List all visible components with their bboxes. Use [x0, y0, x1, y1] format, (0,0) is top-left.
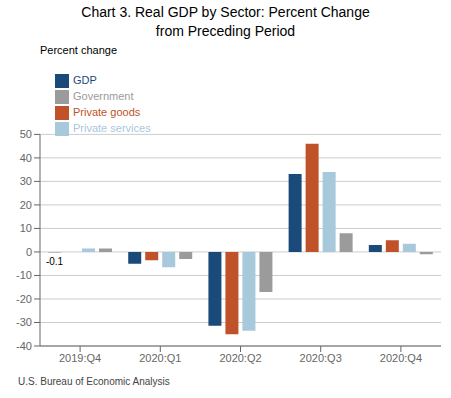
svg-text:20: 20	[20, 199, 32, 211]
svg-text:0: 0	[26, 246, 32, 258]
html-text:Government: Government	[73, 90, 134, 103]
svg-text:50: 50	[20, 128, 32, 140]
svg-text:2020:Q2: 2020:Q2	[219, 352, 261, 364]
html-text:from Preceding Period: from Preceding Period	[155, 23, 296, 39]
html-text:Private services: Private services	[73, 122, 151, 135]
svg-text:-30: -30	[16, 316, 32, 328]
svg-text:40: 40	[20, 152, 32, 164]
svg-text:2020:Q3: 2020:Q3	[300, 352, 342, 364]
html-text:Chart 3. Real GDP by Sector: P: Chart 3. Real GDP by Sector: Percent Cha…	[81, 4, 370, 20]
svg-text:10: 10	[20, 222, 32, 234]
html-text:Percent change: Percent change	[40, 44, 118, 56]
html-text:U.S. Bureau of Economic Analys: U.S. Bureau of Economic Analysis	[18, 376, 170, 387]
svg-text:2020:Q4: 2020:Q4	[380, 352, 422, 364]
svg-text:2019:Q4: 2019:Q4	[59, 352, 101, 364]
html-text:Private goods: Private goods	[73, 106, 141, 119]
svg-text:-20: -20	[16, 293, 32, 305]
svg-text:30: 30	[20, 175, 32, 187]
svg-text:-10: -10	[16, 269, 32, 281]
svg-text:2020:Q1: 2020:Q1	[139, 352, 181, 364]
svg-text:-40: -40	[16, 340, 32, 352]
html-text:GDP: GDP	[73, 74, 97, 86]
svg-text:-0.1: -0.1	[46, 256, 64, 267]
